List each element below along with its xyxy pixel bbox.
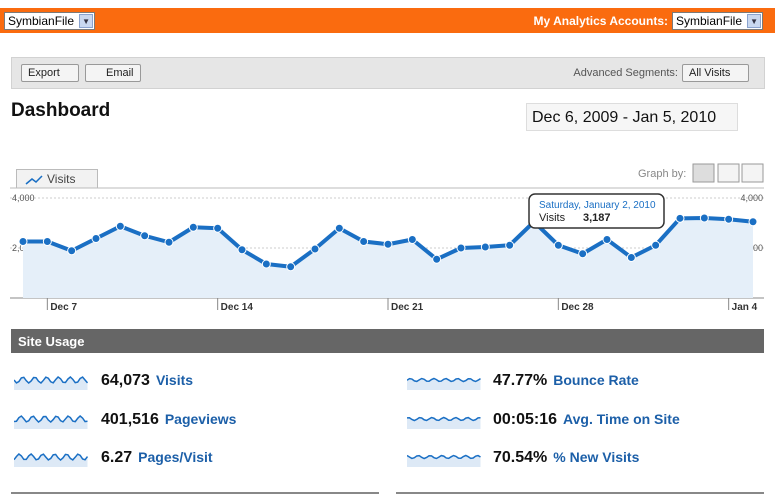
sparkline [407, 416, 481, 429]
metric: 401,516 Pageviews [101, 411, 236, 429]
data-point [310, 244, 320, 254]
data-point [261, 259, 271, 269]
sparkline-line [407, 416, 481, 422]
x-tick-label: Dec 21 [391, 302, 424, 313]
y-tick-label: 4,000 [12, 193, 35, 203]
data-point [18, 237, 28, 246]
export-button[interactable]: Export [21, 64, 79, 82]
data-point [456, 243, 466, 253]
metric-tab-label: Visits [47, 172, 76, 186]
site-select[interactable]: SymbianFile [4, 12, 96, 30]
sparkline-line [14, 375, 89, 385]
sparkline [14, 375, 89, 390]
divider [11, 492, 379, 494]
data-point [42, 237, 52, 246]
data-point [578, 249, 588, 259]
sparkline-line [14, 453, 89, 462]
data-point [407, 235, 417, 244]
data-point [675, 213, 685, 223]
sparkline-line [14, 414, 88, 423]
segments-label: Advanced Segments: [573, 67, 678, 79]
metric: 6.27 Pages/Visit [101, 449, 213, 467]
tooltip-title: Saturday, January 2, 2010 [539, 200, 656, 211]
site-usage-title: Site Usage [18, 334, 85, 349]
page-title: Dashboard [11, 100, 111, 121]
data-point [553, 240, 563, 250]
graph-by-label: Graph by: [638, 168, 687, 180]
data-point [480, 242, 490, 252]
data-point [651, 240, 661, 250]
metric-tab[interactable]: Visits [16, 169, 98, 188]
metric: 70.54% % New Visits [493, 449, 639, 467]
accounts-label: My Analytics Accounts: [533, 14, 668, 28]
sparkline [14, 453, 89, 467]
top-bar [0, 8, 775, 33]
email-button[interactable]: Email [85, 64, 141, 82]
data-point [626, 253, 636, 262]
tab-icon [25, 175, 43, 185]
y-tick-label: 4,000 [740, 193, 763, 203]
sparkline-line [407, 454, 481, 460]
data-point [115, 221, 125, 231]
x-tick-label: Dec 14 [221, 302, 254, 313]
metric-value: 47.77% [493, 372, 548, 389]
graph-by-month[interactable] [741, 163, 764, 183]
data-point [334, 223, 344, 233]
divider [396, 492, 764, 494]
metric-value: 6.27 [101, 449, 133, 466]
sparkline [407, 377, 481, 390]
graph-by-week[interactable] [717, 163, 740, 183]
metric-value: 64,073 [101, 372, 150, 389]
metric-label[interactable]: Avg. Time on Site [563, 411, 680, 427]
metric: 47.77% Bounce Rate [493, 372, 639, 390]
x-tick-label: Jan 4 [732, 302, 758, 313]
x-tick-label: Dec 7 [50, 302, 77, 313]
date-range[interactable]: Dec 6, 2009 - Jan 5, 2010 [526, 103, 738, 131]
sparkline [14, 414, 88, 429]
data-point [67, 246, 77, 256]
sparkline [407, 454, 481, 467]
metric-value: 00:05:16 [493, 411, 558, 428]
metric-value: 401,516 [101, 411, 159, 428]
data-point [286, 262, 296, 272]
data-point [140, 231, 150, 241]
accounts-select[interactable]: SymbianFile [672, 12, 764, 30]
metric-label[interactable]: Bounce Rate [553, 372, 639, 388]
sparkline-line [407, 377, 481, 383]
data-point [748, 217, 758, 227]
data-point [164, 237, 174, 247]
data-point [505, 240, 515, 250]
tooltip-value: 3,187 [583, 212, 611, 224]
data-point [91, 234, 101, 243]
site-usage-bar [11, 329, 764, 353]
data-point [699, 213, 709, 223]
data-point [724, 214, 734, 224]
series-area [23, 218, 753, 298]
metric-label[interactable]: Pageviews [164, 411, 237, 427]
metric-value: 70.54% [493, 449, 548, 466]
data-point [432, 254, 442, 264]
data-point [602, 235, 612, 244]
tooltip [528, 193, 665, 229]
metric-label[interactable]: % New Visits [553, 449, 640, 465]
metric-label[interactable]: Visits [155, 372, 194, 388]
x-tick-label: Dec 28 [561, 302, 594, 313]
data-point [359, 237, 369, 246]
data-point [213, 223, 223, 233]
graph-by-day[interactable] [692, 163, 715, 183]
data-point [237, 245, 247, 255]
metric: 00:05:16 Avg. Time on Site [493, 411, 680, 429]
tooltip-metric: Visits [539, 212, 566, 224]
metric-label[interactable]: Pages/Visit [138, 449, 213, 465]
data-point [188, 222, 198, 232]
segments-select[interactable]: All Visits [682, 64, 750, 82]
data-point [383, 239, 393, 249]
metric: 64,073 Visits [101, 372, 193, 390]
